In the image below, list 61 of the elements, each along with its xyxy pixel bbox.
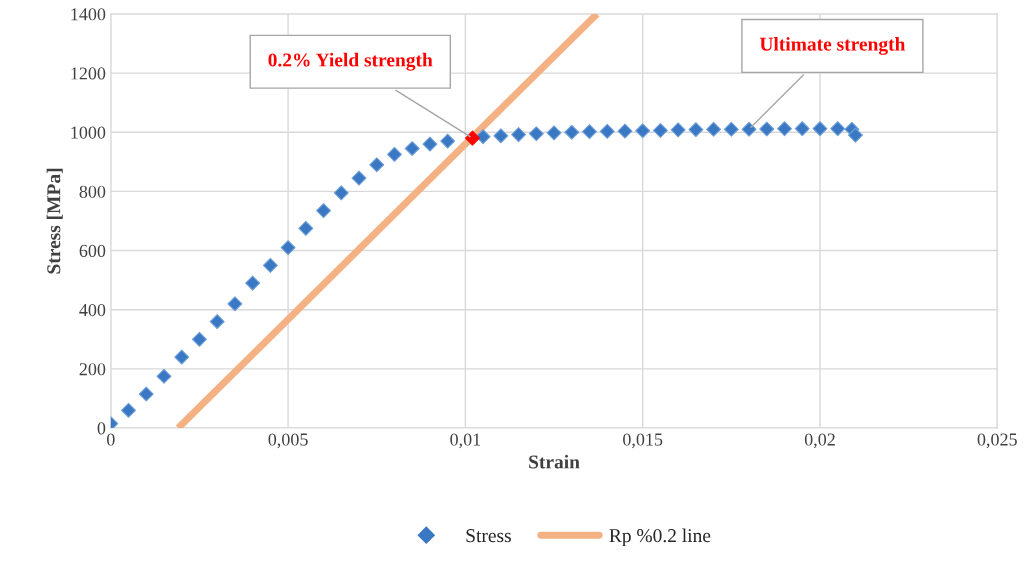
point xyxy=(333,185,349,201)
x-tick-label: 0,01 xyxy=(450,433,481,449)
point xyxy=(298,220,314,236)
point xyxy=(635,123,651,139)
x-tick-label: 0,005 xyxy=(268,433,308,449)
point xyxy=(599,123,615,139)
point xyxy=(777,121,793,137)
y-tick-label: 800 xyxy=(79,185,106,198)
point xyxy=(316,203,332,219)
point xyxy=(209,314,225,330)
point xyxy=(830,121,846,137)
y-tick-label: 1400 xyxy=(71,8,106,21)
x-tick-label: 0,015 xyxy=(623,433,663,449)
point xyxy=(464,130,480,146)
point xyxy=(617,123,633,139)
point xyxy=(794,121,810,137)
point xyxy=(280,240,296,256)
point xyxy=(245,275,261,291)
point xyxy=(812,121,828,137)
legend-label: Stress xyxy=(466,529,511,543)
annotation: 0.2% Yield strength xyxy=(268,52,433,71)
point xyxy=(581,124,597,140)
point xyxy=(706,121,722,137)
x-axis-title: Strain xyxy=(529,454,580,469)
x-tick-label: 0,025 xyxy=(977,433,1017,449)
point xyxy=(546,125,562,141)
point xyxy=(741,121,757,137)
point xyxy=(688,122,704,138)
y-tick-label: 0 xyxy=(97,422,106,435)
point xyxy=(511,127,527,143)
point xyxy=(723,121,739,137)
point xyxy=(493,128,509,144)
point xyxy=(422,136,438,152)
point xyxy=(174,349,190,365)
point xyxy=(121,402,137,418)
point xyxy=(652,122,668,138)
x-tick-label: 0 xyxy=(106,433,115,446)
y-tick-label: 1200 xyxy=(71,67,106,80)
x-tick-label: 0,02 xyxy=(804,433,835,449)
y-tick-label: 200 xyxy=(79,363,106,376)
point xyxy=(262,257,278,273)
point xyxy=(369,157,385,173)
point xyxy=(440,133,456,149)
point xyxy=(351,170,367,186)
annotation: Ultimate strength xyxy=(759,37,906,55)
y-tick-label: 1000 xyxy=(71,126,106,139)
point xyxy=(670,122,686,138)
point xyxy=(564,124,580,140)
point xyxy=(404,141,420,157)
legend-label: Rp %0.2 line xyxy=(609,528,711,547)
point xyxy=(138,386,154,402)
point xyxy=(386,146,402,162)
point xyxy=(156,368,172,384)
point xyxy=(191,331,207,347)
y-axis-title: Stress [MPa] xyxy=(46,168,63,274)
point xyxy=(847,127,863,143)
y-tick-label: 400 xyxy=(79,303,106,317)
point xyxy=(528,126,544,142)
point xyxy=(227,296,243,312)
point xyxy=(759,121,775,137)
y-tick-label: 600 xyxy=(79,244,106,257)
